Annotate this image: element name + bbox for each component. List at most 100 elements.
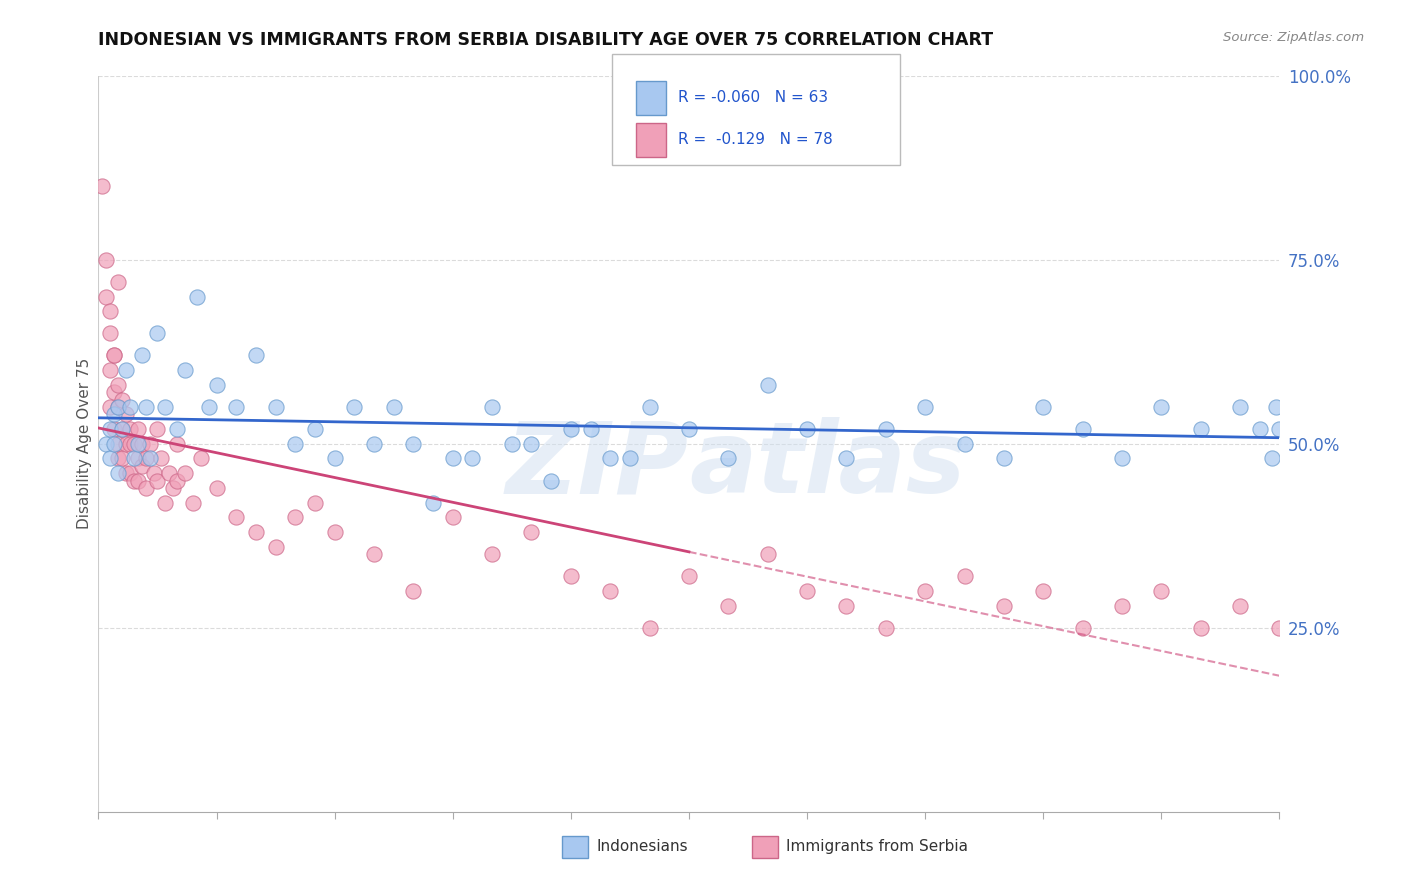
Point — [835, 451, 858, 466]
Point — [166, 436, 188, 450]
Point — [127, 474, 149, 488]
Point — [205, 481, 228, 495]
Point — [138, 451, 160, 466]
Point — [115, 407, 138, 422]
Point — [461, 451, 484, 466]
Point — [441, 451, 464, 466]
Point — [162, 481, 184, 495]
Point — [155, 400, 177, 414]
Point — [284, 510, 307, 524]
Point — [150, 451, 173, 466]
Point — [363, 547, 385, 561]
Point — [501, 436, 523, 450]
Point — [96, 252, 118, 267]
Text: R =  -0.129   N = 78: R = -0.129 N = 78 — [678, 132, 832, 147]
Point — [146, 474, 169, 488]
Point — [1032, 400, 1054, 414]
Point — [1071, 422, 1094, 436]
Point — [127, 451, 149, 466]
Point — [264, 400, 287, 414]
Point — [619, 451, 641, 466]
Point — [245, 348, 267, 362]
Point — [1268, 422, 1291, 436]
Point — [107, 466, 129, 480]
Point — [98, 451, 121, 466]
Point — [181, 496, 204, 510]
Point — [1260, 451, 1282, 466]
Point — [107, 436, 129, 450]
Text: Indonesians: Indonesians — [596, 839, 688, 855]
Point — [103, 407, 125, 422]
Point — [118, 422, 141, 436]
Point — [1150, 400, 1173, 414]
Point — [98, 422, 121, 436]
Point — [135, 451, 157, 466]
Point — [343, 400, 366, 414]
Point — [914, 583, 936, 598]
Point — [115, 466, 138, 480]
Point — [481, 400, 503, 414]
Point — [284, 436, 307, 450]
Point — [304, 496, 326, 510]
Point — [135, 400, 157, 414]
Point — [914, 400, 936, 414]
Point — [323, 451, 346, 466]
Point — [98, 326, 121, 341]
Point — [174, 466, 197, 480]
Point — [135, 481, 157, 495]
Point — [115, 363, 138, 377]
Point — [875, 621, 897, 635]
Point — [197, 400, 219, 414]
Point — [599, 451, 621, 466]
Point — [402, 583, 425, 598]
Point — [422, 496, 444, 510]
Point — [1229, 400, 1251, 414]
Point — [96, 289, 118, 303]
Point — [225, 400, 247, 414]
Point — [875, 422, 897, 436]
Point — [107, 451, 129, 466]
Point — [103, 422, 125, 436]
Point — [796, 422, 818, 436]
Point — [993, 451, 1015, 466]
Point — [481, 547, 503, 561]
Point — [1032, 583, 1054, 598]
Point — [560, 569, 582, 583]
Point — [98, 400, 121, 414]
Point — [402, 436, 425, 450]
Point — [540, 474, 562, 488]
Point — [98, 363, 121, 377]
Point — [835, 599, 858, 613]
Point — [103, 385, 125, 400]
Point — [111, 392, 134, 407]
Point — [174, 363, 197, 377]
Point — [599, 583, 621, 598]
Point — [382, 400, 405, 414]
Point — [155, 496, 177, 510]
Point — [103, 348, 125, 362]
Point — [107, 275, 129, 289]
Point — [520, 524, 543, 539]
Point — [107, 400, 129, 414]
Text: atlas: atlas — [689, 417, 966, 515]
Point — [122, 474, 145, 488]
Point — [103, 348, 125, 362]
Point — [1268, 621, 1291, 635]
Point — [1111, 599, 1133, 613]
Point — [796, 583, 818, 598]
Point — [122, 451, 145, 466]
Point — [157, 466, 180, 480]
Point — [304, 422, 326, 436]
Point — [1150, 583, 1173, 598]
Point — [146, 422, 169, 436]
Y-axis label: Disability Age Over 75: Disability Age Over 75 — [77, 359, 91, 529]
Point — [115, 436, 138, 450]
Point — [118, 466, 141, 480]
Point — [103, 436, 125, 450]
Point — [993, 599, 1015, 613]
Point — [1229, 599, 1251, 613]
Point — [520, 436, 543, 450]
Point — [91, 179, 114, 194]
Point — [579, 422, 602, 436]
Point — [638, 400, 661, 414]
